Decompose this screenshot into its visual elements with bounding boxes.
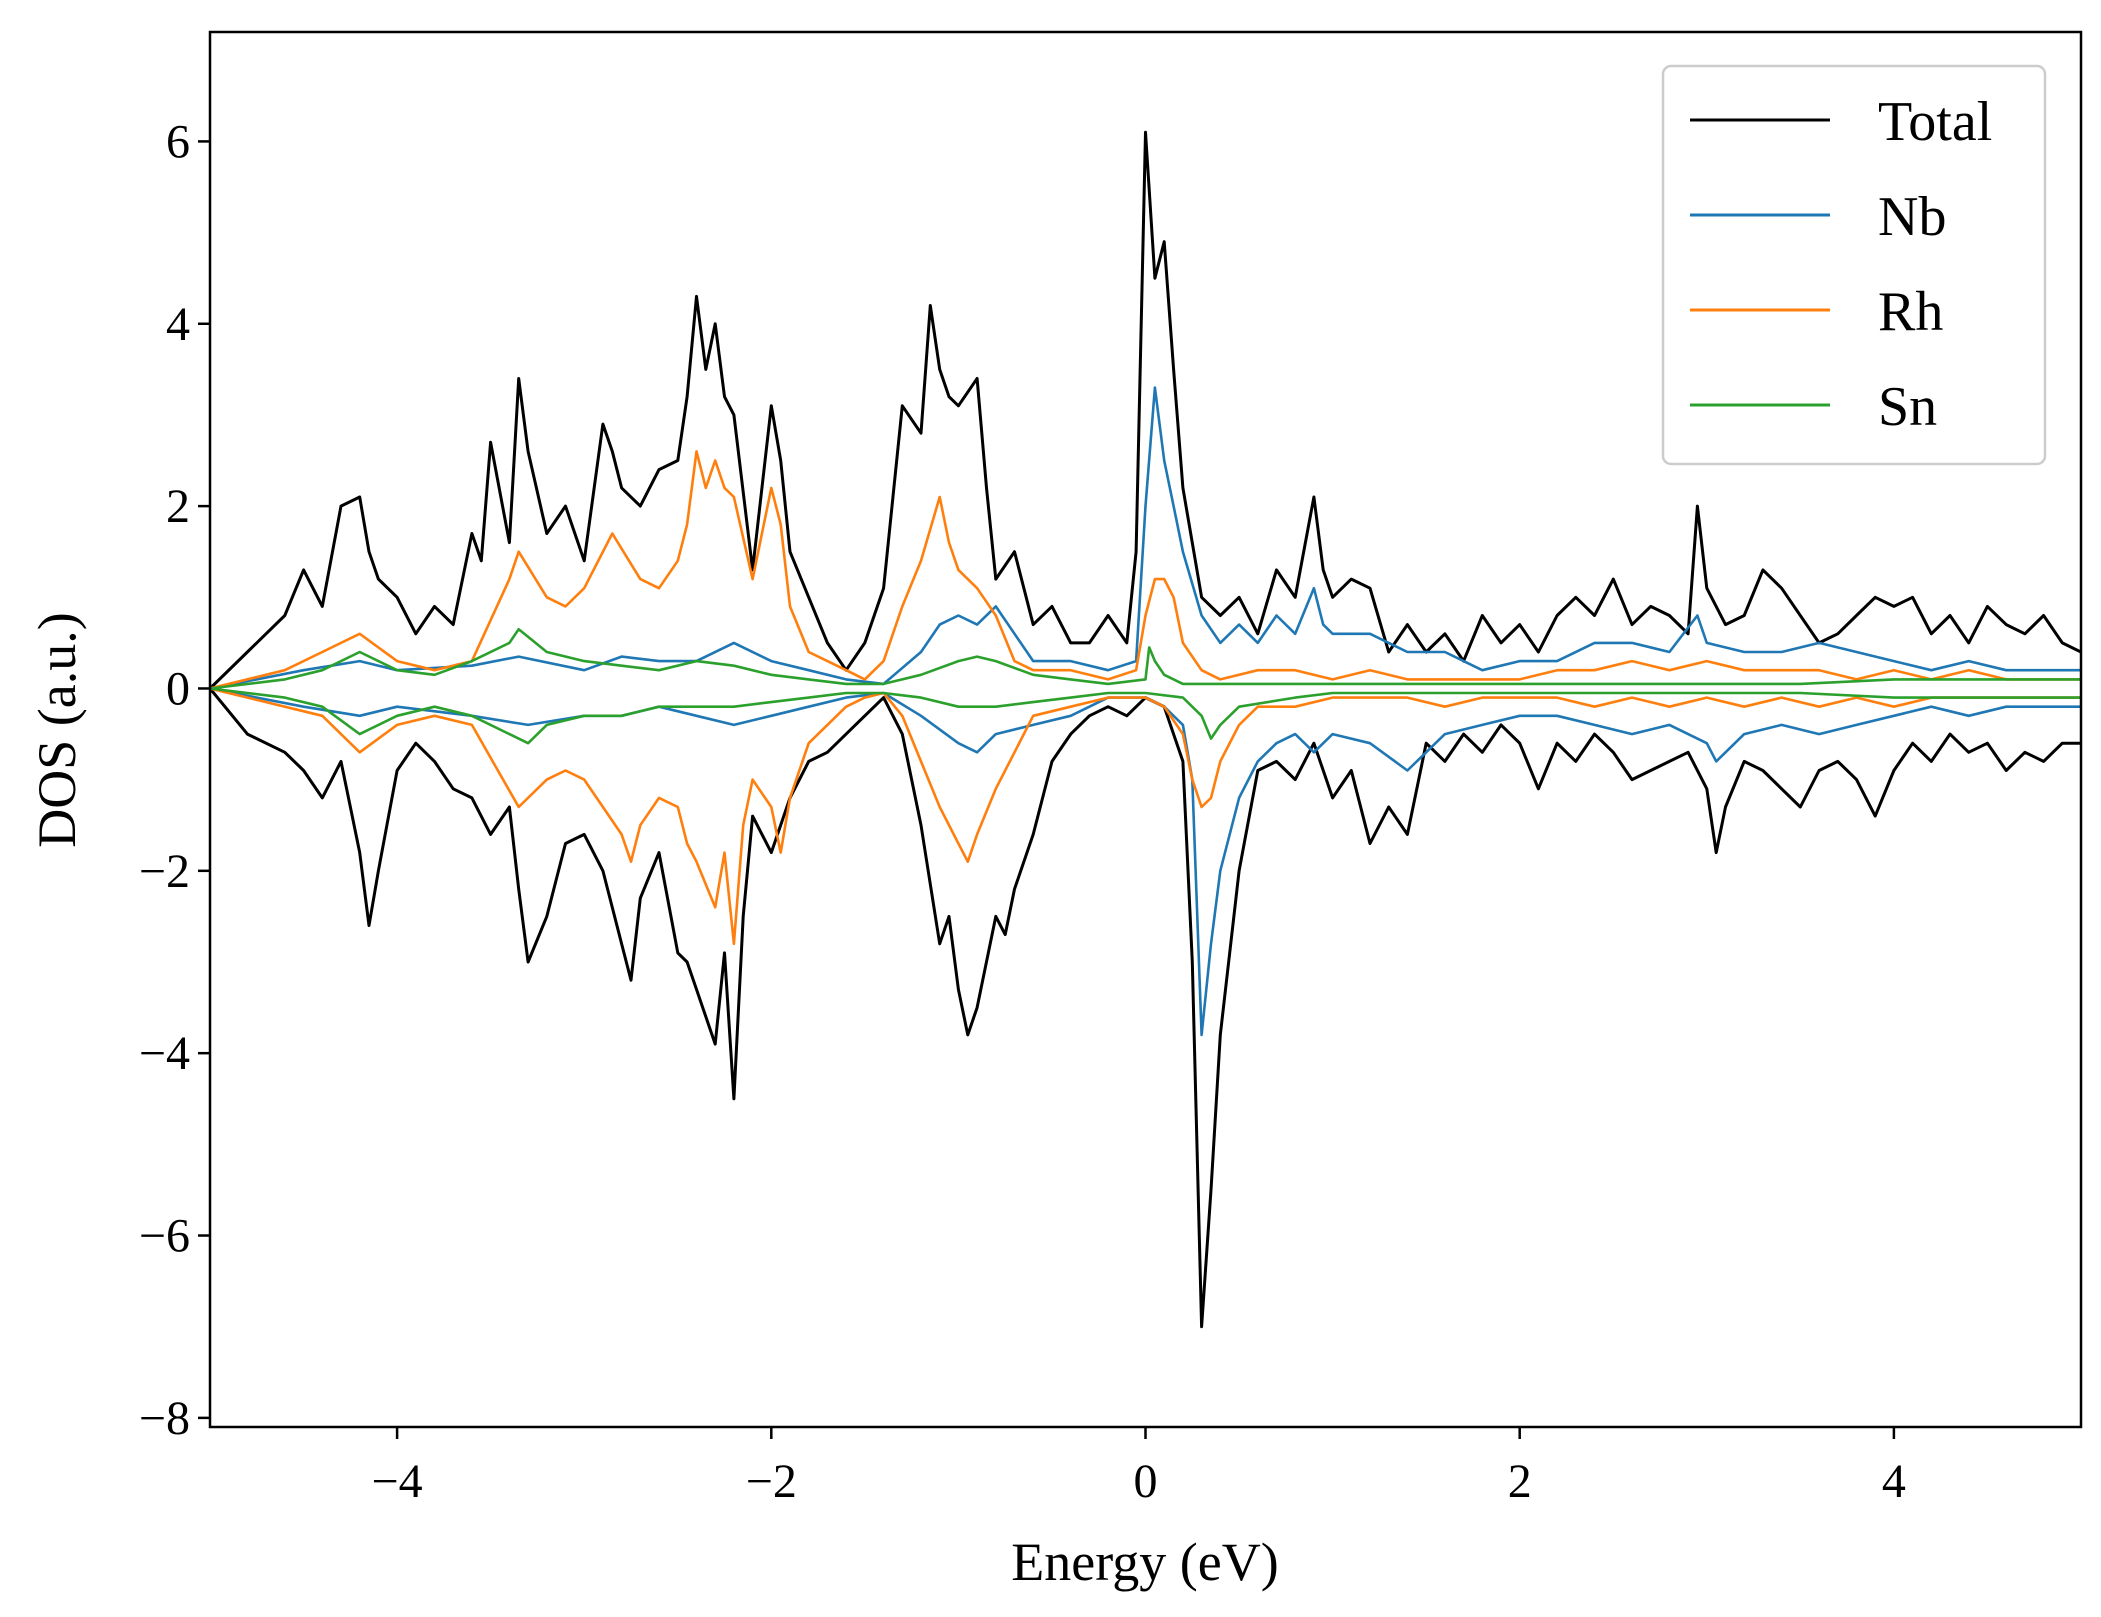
x-tick-label: −2	[746, 1455, 797, 1508]
legend-label-rh: Rh	[1878, 281, 1943, 343]
x-tick-label: 2	[1508, 1455, 1532, 1508]
y-tick-label: 6	[166, 115, 190, 168]
series-line-sn-up	[210, 627, 2081, 690]
x-axis-title: Energy (eV)	[1011, 1532, 1278, 1592]
y-tick-label: −2	[139, 845, 190, 898]
series-line-sn-down	[210, 687, 2081, 745]
legend-frame	[1661, 64, 2047, 466]
y-tick-label: −6	[139, 1210, 190, 1263]
y-tick-label: −4	[139, 1027, 190, 1080]
legend-label-nb: Nb	[1878, 186, 1946, 248]
x-tick-label: −4	[372, 1455, 423, 1508]
legend-label-sn: Sn	[1878, 376, 1937, 438]
y-tick-label: 2	[166, 480, 190, 533]
x-tick-label: 4	[1882, 1455, 1906, 1508]
y-tick-label: 0	[166, 662, 190, 715]
series-line-rh-up	[210, 450, 2081, 690]
y-tick-label: 4	[166, 298, 190, 351]
series-line-rh-down	[210, 687, 2081, 946]
legend: Total Nb Rh Sn	[1661, 64, 2047, 466]
series-line-total-down	[210, 687, 2081, 1329]
x-tick-label: 0	[1134, 1455, 1158, 1508]
y-tick-label: −8	[139, 1392, 190, 1445]
y-axis: −8 −6 −4 −2 0 2 4 6	[139, 115, 210, 1445]
series-line-nb-down	[210, 687, 2081, 1037]
legend-label-total: Total	[1878, 91, 1992, 153]
series-line-nb-up	[210, 386, 2081, 690]
x-axis: −4 −2 0 2 4	[372, 1427, 1906, 1508]
series-line-total-up	[210, 130, 2081, 690]
y-axis-title: DOS (a.u.)	[27, 612, 87, 847]
series-layer	[210, 130, 2081, 1329]
